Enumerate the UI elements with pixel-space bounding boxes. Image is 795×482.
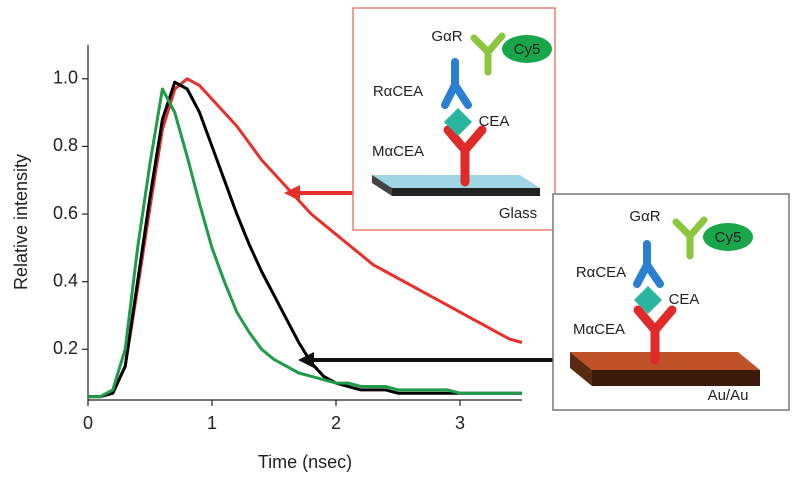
inset-label: Cy5 [514,41,541,58]
y-tick-label: 0.4 [53,270,78,290]
antibody [470,32,506,76]
inset-label: RαCEA [373,83,423,100]
antibody [633,305,677,365]
antibody [443,125,487,187]
x-tick-label: 0 [83,413,93,433]
inset-label: GαR [431,28,462,45]
dye [502,35,552,63]
y-axis-label: Relative intensity [11,154,31,290]
arrows [284,185,553,368]
inset-label: CEA [479,113,510,130]
substrate-side [392,188,540,196]
inset-label: MαCEA [372,143,424,160]
inset-label: RαCEA [576,264,626,281]
data-line [88,80,522,399]
dye [703,223,753,251]
antigen [444,108,472,136]
inset-glass: GαR Cy5 RαCEA CEA MαCEA Glass [352,7,556,231]
x-axis-label: Time (nsec) [258,452,352,472]
inset-label: Cy5 [715,229,742,246]
inset-label: Au/Au [708,387,749,404]
inset-label: GαR [629,208,660,225]
x-tick-label: 3 [455,413,465,433]
antibody [441,58,472,109]
data-line [88,77,523,399]
arrow-head [284,185,300,201]
y-tick-label: 1.0 [53,68,78,88]
substrate-side [592,370,760,386]
inset-label: MαCEA [573,321,625,338]
data-line [88,87,522,399]
x-tick-label: 2 [331,413,341,433]
x-tick-label: 1 [207,413,217,433]
y-tick-label: 0.2 [53,338,78,358]
y-tick-label: 0.6 [53,203,78,223]
arrow-head [298,352,314,368]
substrate-side [570,352,592,386]
antibody [633,240,664,288]
substrate [570,352,760,370]
plot-area: 0.2 0.4 0.6 0.8 1.0 0 1 2 3 [53,45,523,433]
inset-label: Glass [499,205,537,222]
inset-label: CEA [669,291,700,308]
antigen [634,286,662,314]
antibody [672,216,708,260]
inset-gold: GαR Cy5 RαCEA CEA MαCEA Au/Au [552,193,790,411]
substrate-side [372,175,392,196]
substrate [372,175,540,188]
y-tick-label: 0.8 [53,135,78,155]
